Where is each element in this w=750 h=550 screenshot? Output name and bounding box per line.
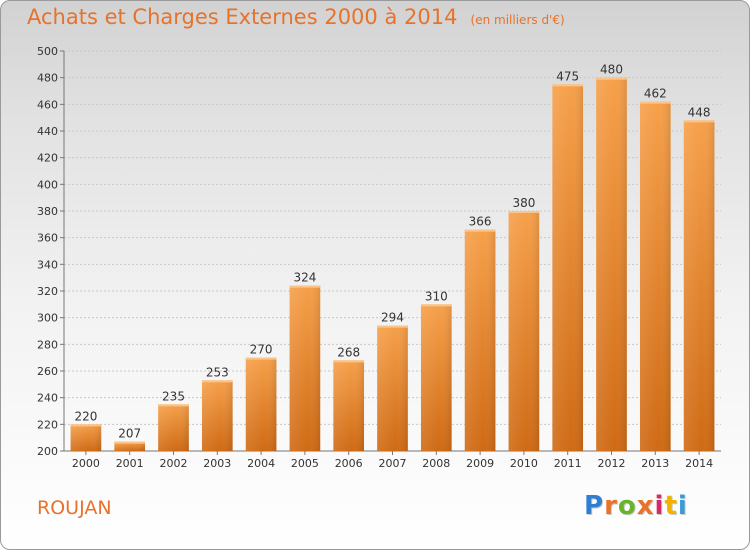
y-tick-label: 340 xyxy=(37,258,58,271)
x-tick-label: 2007 xyxy=(379,457,407,470)
place-name: ROUJAN xyxy=(37,497,112,519)
bar-shade xyxy=(420,304,452,451)
logo-letter: i xyxy=(677,491,688,521)
y-tick-label: 460 xyxy=(37,98,58,111)
logo-letter: i xyxy=(654,491,665,521)
bar-shade xyxy=(464,229,496,451)
data-label: 480 xyxy=(600,63,623,77)
y-tick-label: 260 xyxy=(37,365,58,378)
bar-top-highlight xyxy=(420,304,452,307)
x-tick-label: 2014 xyxy=(685,457,713,470)
logo-letter: t xyxy=(664,491,678,521)
bar-shade xyxy=(201,380,233,451)
bar-shade xyxy=(333,360,365,451)
data-label: 324 xyxy=(293,271,316,285)
bar-shade xyxy=(552,84,584,451)
bar-top-highlight xyxy=(70,424,102,427)
y-tick-label: 300 xyxy=(37,312,58,325)
data-label: 268 xyxy=(337,345,360,359)
x-tick-label: 2009 xyxy=(466,457,494,470)
bars xyxy=(70,77,715,452)
y-tick-label: 480 xyxy=(37,72,58,85)
bar-top-highlight xyxy=(552,84,584,87)
data-label: 235 xyxy=(162,389,185,403)
x-tick-label: 2006 xyxy=(335,457,363,470)
x-tick-label: 2001 xyxy=(116,457,144,470)
data-label: 380 xyxy=(512,196,535,210)
bar-top-highlight xyxy=(114,441,146,444)
x-tick-label: 2011 xyxy=(554,457,582,470)
bar-top-highlight xyxy=(201,380,233,383)
y-tick-label: 320 xyxy=(37,285,58,298)
chart-subtitle: (en milliers d'€) xyxy=(470,13,565,27)
bar-top-highlight xyxy=(245,357,277,360)
data-label: 366 xyxy=(469,215,492,229)
bar-top-highlight xyxy=(289,285,321,288)
bar-shade xyxy=(508,211,540,451)
x-tick-label: 2008 xyxy=(422,457,450,470)
bar-top-highlight xyxy=(596,77,627,80)
logo-letter: P xyxy=(584,491,605,521)
bar-top-highlight xyxy=(158,404,189,407)
y-tick-label: 360 xyxy=(37,232,58,245)
data-labels: 220 207 235 253 270 324 268 294 310 366 380 475 480 4… xyxy=(74,63,710,441)
bar-top-highlight xyxy=(464,229,496,232)
x-tick-label: 2012 xyxy=(598,457,626,470)
x-tick-label: 2002 xyxy=(160,457,188,470)
logo-letter: o xyxy=(617,491,637,521)
data-label: 253 xyxy=(206,365,229,379)
bar-shade xyxy=(639,101,671,452)
bar-shade xyxy=(377,325,408,451)
y-tick-label: 240 xyxy=(37,392,58,405)
proxiti-logo[interactable]: Proxiti xyxy=(584,491,688,521)
x-tick-label: 2003 xyxy=(203,457,231,470)
chart-title: Achats et Charges Externes 2000 à 2014 xyxy=(27,5,458,29)
data-label: 475 xyxy=(556,69,579,83)
y-tick-label: 400 xyxy=(37,178,58,191)
logo-letter: r xyxy=(604,491,618,521)
bar-top-highlight xyxy=(683,120,715,123)
data-label: 462 xyxy=(644,87,667,101)
bar-top-highlight xyxy=(508,211,540,213)
axes: 200 220 240 260 280 300 320 340 360 380 400 420 440 4… xyxy=(37,45,721,470)
y-tick-label: 380 xyxy=(37,205,58,218)
bar-top-highlight xyxy=(639,101,671,104)
y-tick-label: 220 xyxy=(37,418,58,431)
bar-top-highlight xyxy=(377,325,408,328)
bar-shade xyxy=(158,404,189,451)
bar-shade xyxy=(114,441,146,451)
bar-top-highlight xyxy=(333,360,365,363)
data-label: 270 xyxy=(250,343,273,357)
x-tick-label: 2004 xyxy=(247,457,275,470)
data-label: 448 xyxy=(688,105,711,119)
y-tick-label: 500 xyxy=(37,45,58,58)
y-tick-label: 420 xyxy=(37,152,58,165)
bar-shade xyxy=(245,357,277,451)
y-tick-label: 280 xyxy=(37,338,58,351)
x-tick-label: 2005 xyxy=(291,457,319,470)
x-tick-label: 2010 xyxy=(510,457,538,470)
bar-shade xyxy=(289,285,321,451)
y-tick-label: 200 xyxy=(37,445,58,458)
x-tick-label: 2000 xyxy=(72,457,100,470)
data-label: 207 xyxy=(118,427,141,441)
y-tick-label: 440 xyxy=(37,125,58,138)
bar-shade xyxy=(70,424,102,451)
data-label: 310 xyxy=(425,289,448,303)
logo-letter: x xyxy=(636,491,655,521)
title-row: Achats et Charges Externes 2000 à 2014 (… xyxy=(27,5,565,29)
bar-shade xyxy=(596,77,627,452)
data-label: 220 xyxy=(74,409,97,423)
x-tick-label: 2013 xyxy=(641,457,669,470)
data-label: 294 xyxy=(381,311,404,325)
bar-shade xyxy=(683,120,715,451)
